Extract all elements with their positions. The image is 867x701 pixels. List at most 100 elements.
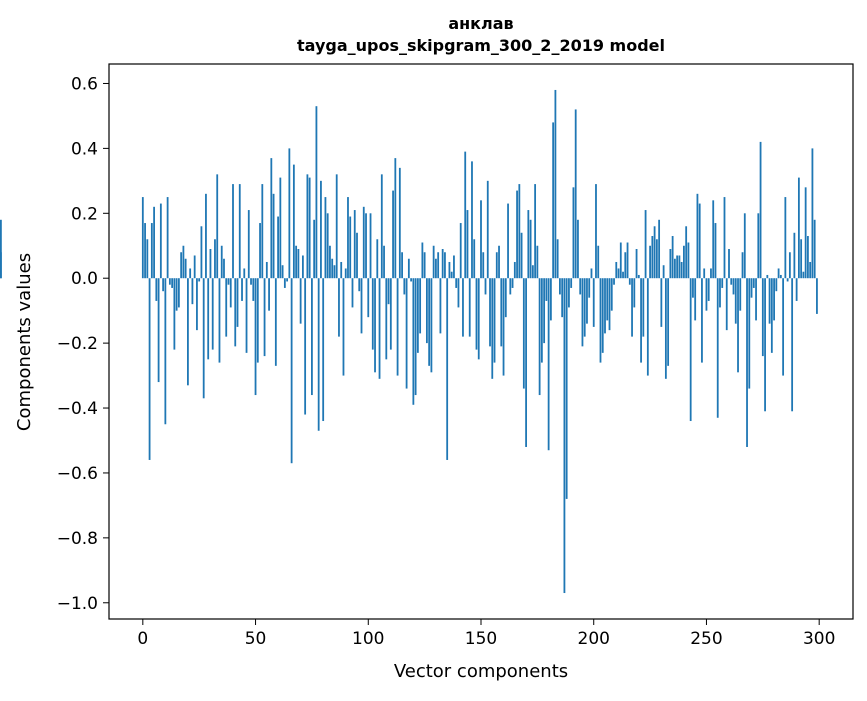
bar: [211, 278, 214, 350]
bar: [274, 278, 277, 366]
bar: [193, 255, 196, 279]
bar: [398, 167, 401, 279]
x-tick-label: 250: [690, 629, 722, 649]
bar: [728, 249, 730, 279]
bar: [809, 261, 812, 279]
bar: [232, 184, 234, 279]
bar: [572, 187, 575, 279]
bar: [788, 252, 791, 279]
bar: [493, 278, 496, 363]
x-tick-label: 200: [578, 629, 610, 649]
bar: [317, 278, 320, 431]
bar: [243, 268, 246, 279]
y-tick-label: −0.6: [57, 464, 98, 484]
bar: [333, 265, 336, 279]
bar: [552, 122, 555, 279]
bar: [403, 278, 406, 295]
bar: [500, 278, 503, 347]
bar: [371, 278, 374, 350]
bar: [254, 278, 257, 396]
bar: [234, 278, 237, 347]
bar: [775, 278, 778, 292]
bar: [367, 278, 370, 318]
bar: [574, 109, 577, 279]
y-tick-label: −0.2: [57, 334, 98, 354]
bar: [383, 245, 385, 279]
bar: [245, 278, 248, 353]
bar: [466, 210, 469, 279]
bar: [191, 278, 194, 305]
bar: [518, 184, 521, 279]
bar: [223, 258, 225, 279]
bar: [435, 258, 437, 279]
bars-group: [0, 89, 818, 594]
bar: [525, 278, 527, 447]
bar: [308, 177, 311, 279]
bar: [683, 245, 685, 279]
y-tick-label: −0.4: [57, 399, 98, 419]
bar: [459, 223, 462, 279]
x-axis-ticks: 0 50 100 150 200 250 300: [137, 619, 835, 649]
bar: [766, 274, 769, 279]
bar: [768, 278, 771, 324]
bar: [225, 278, 228, 337]
bar: [658, 219, 661, 279]
bar: [227, 278, 230, 285]
bar: [696, 193, 699, 279]
bar: [155, 278, 158, 301]
bar: [606, 278, 609, 321]
y-tick-label: −1.0: [57, 594, 98, 614]
bar: [540, 278, 543, 363]
bar: [480, 200, 482, 279]
bar: [331, 258, 334, 279]
bar: [295, 245, 298, 279]
bar: [737, 278, 739, 373]
bar: [759, 141, 762, 279]
y-tick-label: 0.0: [71, 269, 98, 289]
bar: [405, 278, 408, 389]
bar: [200, 226, 203, 279]
bar: [365, 213, 367, 279]
bar: [811, 148, 814, 279]
bar: [710, 268, 712, 279]
bar: [277, 216, 279, 279]
bar: [446, 278, 449, 460]
bar: [757, 213, 760, 279]
bar: [150, 223, 153, 279]
bar: [698, 203, 701, 279]
bar: [299, 278, 302, 324]
bar: [444, 252, 446, 279]
bar: [631, 278, 633, 337]
bar: [153, 206, 155, 279]
bar: [428, 278, 431, 366]
bar: [507, 203, 509, 279]
bar: [196, 278, 198, 331]
bar: [719, 278, 721, 308]
bar: [660, 278, 663, 327]
bar: [633, 278, 636, 308]
bar: [547, 278, 550, 451]
bar: [313, 219, 316, 279]
bar: [471, 161, 473, 279]
bar: [563, 278, 566, 594]
bar: [529, 219, 532, 279]
bar: [441, 249, 444, 279]
bar: [545, 278, 548, 301]
bar: [394, 158, 397, 279]
bar: [583, 278, 586, 337]
bar: [292, 164, 295, 279]
bar: [374, 278, 376, 373]
bar: [588, 278, 591, 298]
bar: [522, 278, 525, 389]
bar: [570, 278, 573, 288]
bar: [457, 278, 460, 308]
bar: [628, 278, 631, 285]
bar: [777, 268, 780, 279]
bar: [180, 252, 183, 279]
bar: [671, 236, 674, 279]
bar: [468, 278, 471, 337]
bar: [0, 219, 2, 279]
bar: [579, 278, 582, 295]
bar: [376, 239, 379, 279]
